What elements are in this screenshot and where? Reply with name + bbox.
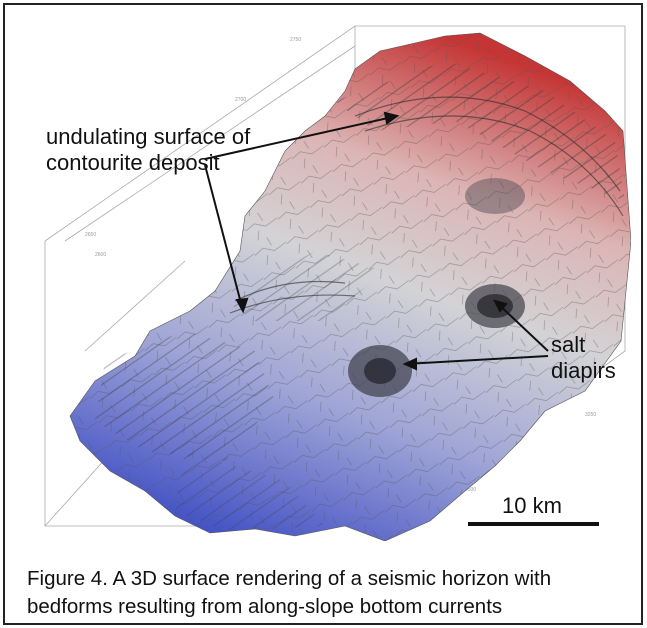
figure-caption: Figure 4. A 3D surface rendering of a se… [27,567,552,618]
seismic-horizon-rendering: 2750 2700 2650 2600 3250 4750 4500 3750 [25,21,631,541]
contourite-annotation: undulating surface of contourite deposit [46,124,251,175]
svg-text:4500: 4500 [465,487,476,493]
scale-bar-label: 10 km [502,493,562,518]
surface-graphic: 2750 2700 2650 2600 3250 4750 4500 3750 [44,25,631,541]
salt-diapirs-annotation: salt diapirs [551,332,616,383]
svg-text:2700: 2700 [235,97,246,103]
svg-text:2600: 2600 [95,252,106,258]
contourite-ridges [95,61,625,531]
svg-text:2750: 2750 [290,37,301,43]
figure-frame: 2750 2700 2650 2600 3250 4750 4500 3750 [3,3,643,625]
salt-diapir-mounds [348,178,525,397]
svg-text:2650: 2650 [85,232,96,238]
annotation-arrows [204,111,549,371]
svg-text:3250: 3250 [585,412,596,418]
